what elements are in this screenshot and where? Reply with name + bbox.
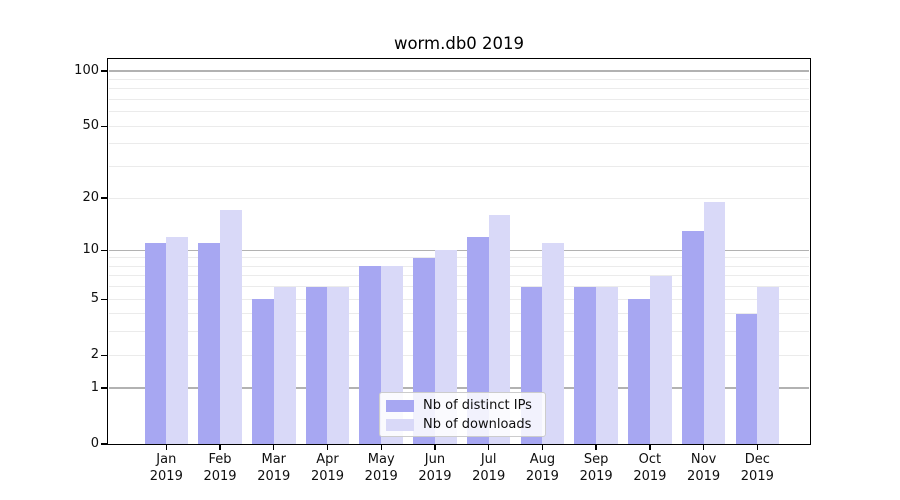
x-tick-mark [165, 444, 167, 450]
x-tick-label-jun: Jun 2019 [418, 452, 452, 484]
bar-downloads-apr [327, 286, 350, 444]
gridline-major [109, 70, 809, 72]
x-tick-label-oct: Oct 2019 [633, 452, 667, 484]
legend-item-downloads: Nb of downloads [386, 416, 539, 433]
y-tick-label: 100 [74, 63, 99, 79]
y-tick-mark [101, 125, 107, 127]
gridline-minor [109, 354, 809, 356]
gridline-minor [109, 331, 809, 333]
x-tick-label-aug: Aug 2019 [525, 452, 559, 484]
gridline-minor [109, 298, 809, 300]
x-tick-label-dec: Dec 2019 [740, 452, 774, 484]
bar-distinct-ips-apr [305, 286, 328, 444]
y-tick-label: 20 [82, 190, 99, 205]
x-tick-mark [595, 444, 597, 450]
x-tick-mark [487, 444, 490, 450]
bar-downloads-aug [542, 243, 565, 444]
gridline-minor [109, 265, 809, 267]
x-tick-label-jul: Jul 2019 [472, 452, 506, 484]
x-tick-mark [326, 444, 329, 450]
legend-swatch-distinct-ips [386, 399, 414, 412]
gridline-minor [109, 79, 809, 81]
y-tick-mark [101, 70, 107, 72]
bar-downloads-oct [649, 275, 672, 444]
x-tick-mark [541, 444, 544, 450]
x-tick-mark [649, 444, 651, 450]
gridline-minor [109, 313, 809, 315]
gridline-minor [109, 166, 809, 168]
y-tick-label: 1 [90, 379, 99, 395]
bar-downloads-feb [220, 210, 242, 444]
gridline-major [109, 387, 809, 389]
bar-distinct-ips-may [359, 266, 382, 444]
y-tick-mark [101, 354, 107, 356]
y-tick-label: 10 [82, 242, 99, 258]
legend-swatch-downloads [386, 418, 414, 431]
gridline-minor [109, 125, 809, 127]
legend: Nb of distinct IPs Nb of downloads [379, 392, 546, 437]
bar-distinct-ips-nov [681, 230, 704, 444]
x-tick-mark [756, 444, 759, 450]
chart-title: worm.db0 2019 [393, 34, 525, 53]
legend-item-distinct-ips: Nb of distinct IPs [386, 397, 539, 414]
x-tick-mark [219, 444, 221, 450]
bar-downloads-sep [596, 286, 618, 444]
y-tick-mark [101, 249, 107, 251]
y-tick-mark [101, 387, 107, 389]
legend-label-distinct-ips: Nb of distinct IPs [423, 398, 532, 413]
gridline-minor [109, 257, 809, 259]
gridline-minor [109, 88, 809, 90]
x-tick-mark [380, 444, 382, 450]
y-tick-label: 50 [82, 118, 99, 134]
x-tick-mark [702, 444, 705, 450]
y-tick-mark [101, 298, 107, 300]
x-tick-label-feb: Feb 2019 [203, 452, 237, 484]
x-tick-label-nov: Nov 2019 [687, 452, 721, 484]
bar-distinct-ips-sep [574, 286, 597, 444]
bar-downloads-mar [273, 286, 296, 444]
bar-downloads-nov [703, 201, 726, 444]
x-tick-mark [434, 444, 436, 450]
y-tick-label: 5 [90, 291, 99, 307]
gridline-major [109, 249, 809, 251]
gridline-minor [109, 111, 809, 113]
x-tick-label-may: May 2019 [364, 452, 398, 484]
bar-distinct-ips-feb [198, 243, 221, 444]
bar-downloads-jan [166, 236, 189, 444]
x-tick-mark [273, 444, 275, 450]
gridline-minor [109, 197, 809, 199]
gridline-minor [109, 99, 809, 101]
bar-downloads-dec [757, 286, 780, 444]
gridline-minor [109, 286, 809, 288]
y-tick-mark [101, 443, 107, 445]
gridline-minor [109, 143, 809, 145]
x-tick-label-apr: Apr 2019 [310, 452, 345, 484]
legend-label-downloads: Nb of downloads [423, 417, 532, 432]
y-tick-label: 2 [90, 347, 99, 363]
x-tick-label-sep: Sep 2019 [579, 452, 613, 484]
x-tick-label-jan: Jan 2019 [149, 452, 183, 484]
y-tick-mark [101, 197, 107, 199]
bar-distinct-ips-mar [251, 299, 274, 444]
x-tick-label-mar: Mar 2019 [257, 452, 291, 484]
bar-distinct-ips-jan [144, 243, 167, 444]
gridline-minor [109, 275, 809, 277]
bar-distinct-ips-oct [628, 299, 650, 444]
bar-distinct-ips-dec [735, 313, 758, 444]
bar-downloads-jul [488, 215, 511, 444]
y-tick-label: 0 [90, 436, 99, 451]
